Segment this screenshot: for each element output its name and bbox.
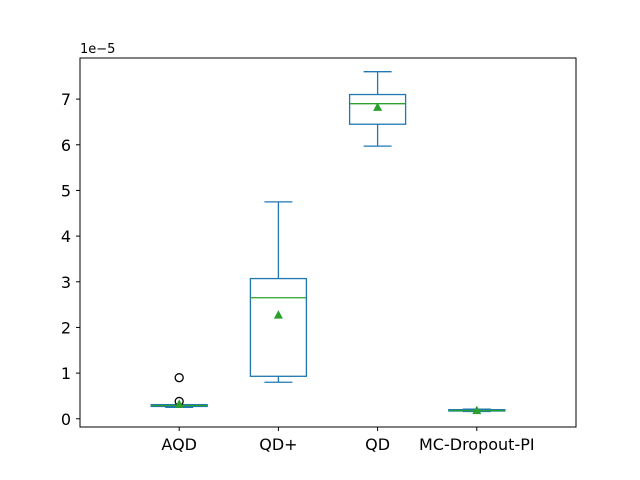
box-body — [249, 277, 308, 377]
y-tick-label: 7 — [61, 90, 71, 109]
box-qd+ — [249, 201, 308, 383]
x-tick-label: QD+ — [259, 435, 297, 454]
y-axis-offset-label: 1e−5 — [80, 42, 115, 57]
y-tick-label: 6 — [61, 136, 71, 155]
y-tick-label: 2 — [61, 318, 71, 337]
box-qd — [348, 71, 407, 147]
mean-marker — [472, 405, 482, 415]
y-tick-label: 0 — [61, 410, 71, 429]
plot-frame — [79, 57, 577, 428]
x-tick-label: AQD — [161, 435, 197, 454]
box-mc-dropout-pi — [448, 405, 506, 415]
y-tick-label: 3 — [61, 273, 71, 292]
outlier-point — [174, 373, 184, 383]
mean-marker — [174, 399, 184, 408]
y-tick-label: 5 — [61, 181, 71, 200]
mean-marker — [373, 102, 383, 111]
box-aqd — [150, 373, 208, 409]
x-tick-label: MC-Dropout-PI — [419, 435, 535, 454]
x-tick-label: QD — [365, 435, 390, 454]
mean-marker — [273, 310, 283, 319]
y-tick-label: 1 — [61, 364, 71, 383]
y-tick-label: 4 — [61, 227, 71, 246]
